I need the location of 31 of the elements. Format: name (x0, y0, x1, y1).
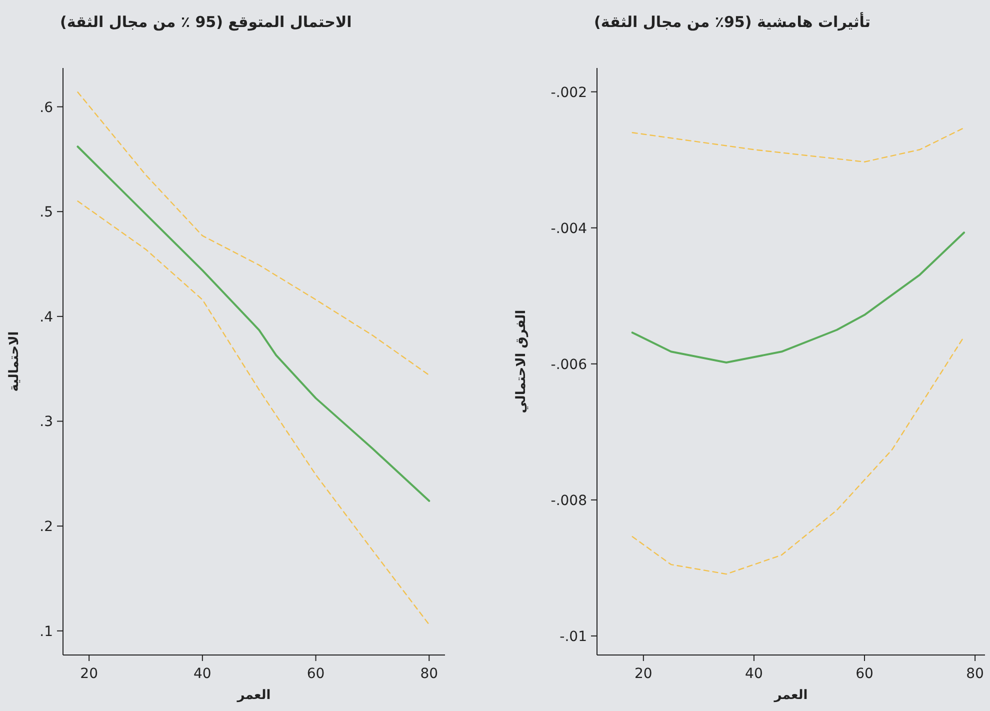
x-tick-label: 60 (306, 666, 325, 682)
y-tick-label: -.004 (550, 220, 588, 237)
x-tick-label: 20 (80, 666, 98, 682)
y-tick-label: .4 (40, 309, 54, 326)
y-tick-label: -.008 (550, 492, 587, 509)
x-tick-label: 60 (856, 666, 874, 682)
y-axis-title: الاحتمالية (7, 331, 22, 392)
x-tick-label: 40 (745, 666, 763, 682)
chart-title: الاحتمال المتوقع (95 ٪ من مجال الثقة) (60, 13, 352, 31)
line-series (77, 200, 430, 626)
y-tick-label: .3 (40, 414, 53, 430)
line-series (632, 336, 965, 575)
y-tick-label: .1 (40, 624, 53, 640)
x-tick-label: 80 (966, 666, 984, 682)
x-axis-title: العمر (236, 688, 271, 703)
y-tick-label: .2 (40, 519, 53, 536)
line-series (632, 127, 965, 162)
y-tick-label: -.002 (550, 84, 587, 101)
y-axis-title: الفرق الاحتمالي (514, 310, 529, 414)
line-series (631, 232, 965, 364)
line-series (76, 146, 430, 502)
x-axis-title: العمر (773, 688, 808, 703)
y-tick-label: .5 (40, 204, 53, 221)
y-tick-label: .6 (40, 100, 54, 116)
y-tick-label: -.006 (550, 356, 588, 373)
x-tick-label: 20 (634, 666, 652, 682)
x-tick-label: 80 (420, 666, 438, 682)
x-tick-label: 40 (194, 666, 212, 682)
chart-title: تأثيرات هامشية (95٪ من مجال الثقة) (594, 12, 871, 31)
y-tick-label: -.01 (560, 628, 587, 645)
line-series (77, 92, 430, 376)
